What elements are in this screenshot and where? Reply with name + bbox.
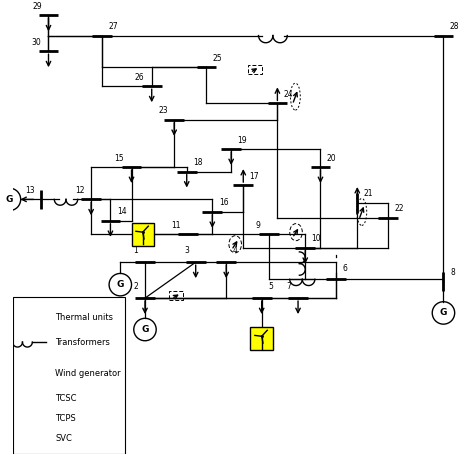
Text: 28: 28: [450, 22, 459, 31]
Text: 18: 18: [193, 158, 203, 167]
FancyBboxPatch shape: [250, 327, 273, 350]
Text: 30: 30: [31, 38, 41, 47]
Text: 16: 16: [219, 198, 228, 207]
Text: G: G: [440, 308, 447, 318]
Text: SVC: SVC: [55, 434, 72, 443]
Text: 12: 12: [75, 186, 85, 195]
Text: TCPS: TCPS: [55, 414, 76, 423]
Text: 11: 11: [172, 221, 181, 230]
Text: 3: 3: [184, 247, 189, 255]
Text: G: G: [6, 195, 13, 204]
Text: 1: 1: [134, 247, 138, 255]
Text: 2: 2: [134, 283, 138, 291]
FancyBboxPatch shape: [24, 364, 44, 384]
Text: G: G: [30, 313, 37, 322]
Text: 27: 27: [109, 22, 118, 31]
Bar: [27, 394, 40, 402]
Text: 21: 21: [364, 189, 373, 198]
Text: Thermal units: Thermal units: [55, 313, 113, 322]
Text: 4: 4: [233, 247, 237, 255]
FancyBboxPatch shape: [131, 223, 154, 246]
Text: 8: 8: [450, 268, 455, 277]
Text: 25: 25: [213, 54, 222, 63]
Text: 24: 24: [284, 90, 293, 99]
Text: 7: 7: [287, 283, 292, 291]
Text: 10: 10: [311, 234, 321, 243]
Text: G: G: [117, 280, 124, 289]
Text: G: G: [141, 325, 149, 334]
Bar: [170, 292, 183, 300]
Text: 20: 20: [327, 154, 337, 162]
Text: Wind generator: Wind generator: [55, 369, 121, 378]
Bar: [248, 65, 262, 74]
Text: TCSC: TCSC: [55, 394, 77, 403]
Text: 23: 23: [158, 106, 168, 116]
Text: 13: 13: [25, 186, 35, 195]
Text: 17: 17: [250, 172, 259, 181]
Text: 15: 15: [114, 155, 124, 163]
Text: 29: 29: [32, 2, 42, 11]
Text: 6: 6: [342, 263, 347, 273]
Text: 19: 19: [237, 136, 247, 145]
Text: 26: 26: [134, 73, 144, 82]
Text: Transformers: Transformers: [55, 338, 110, 347]
Text: 9: 9: [255, 221, 260, 230]
FancyBboxPatch shape: [13, 297, 125, 454]
Text: 5: 5: [268, 283, 273, 291]
Text: 22: 22: [394, 204, 404, 213]
Text: 14: 14: [117, 207, 127, 217]
